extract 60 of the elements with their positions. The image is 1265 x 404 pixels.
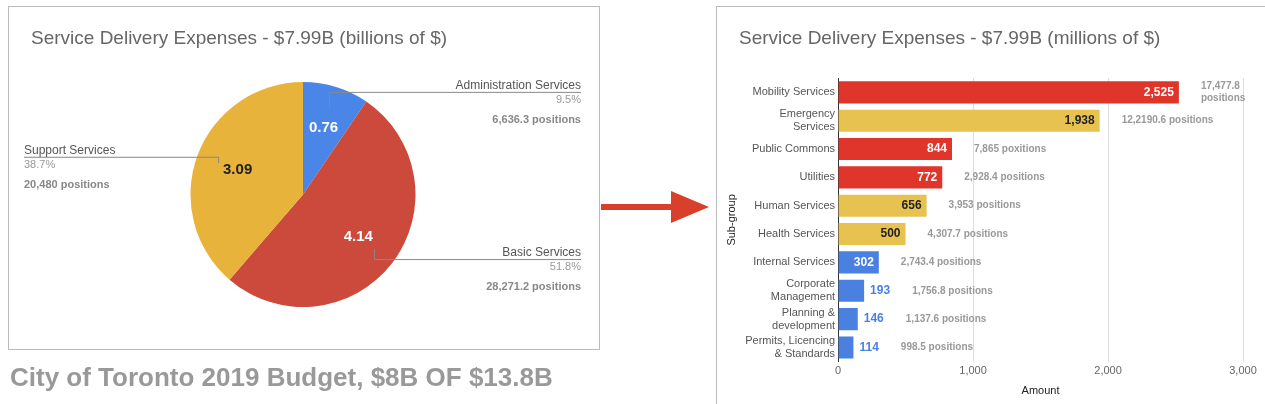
y-tick-label: Human Services xyxy=(754,198,836,211)
x-tick-label: 1,000 xyxy=(959,364,987,377)
data-label: 0.76 xyxy=(308,117,339,135)
bar xyxy=(838,166,943,189)
y-axis-title: Sub-group xyxy=(724,194,737,246)
annotation: 998.5 positions xyxy=(900,341,974,353)
data-label: 193 xyxy=(870,283,891,298)
bar xyxy=(838,336,854,359)
bar xyxy=(838,223,906,246)
y-tick-label: Emergency Services xyxy=(779,107,836,133)
text: City of Toronto 2019 Budget, $8B OF $13.8B xyxy=(10,362,553,393)
data-label: 2,525 xyxy=(1143,84,1175,99)
annotation: 2,743.4 positions xyxy=(900,256,982,268)
x-axis-title: Amount xyxy=(1021,384,1060,397)
bar xyxy=(838,109,1100,132)
data-label: 656 xyxy=(901,198,922,213)
bar xyxy=(838,81,1179,104)
text: 6,636.3 positions xyxy=(492,112,581,125)
y-tick-label: Utilities xyxy=(799,170,836,183)
text: 38.7% xyxy=(24,157,56,170)
x-tick-label: 0 xyxy=(835,364,842,377)
annotation: 4,307.7 positions xyxy=(927,227,1009,239)
x-tick-label: 3,000 xyxy=(1229,364,1257,377)
y-tick-label: Internal Services xyxy=(753,255,836,268)
y-tick-label: Corporate Management xyxy=(770,277,836,303)
slice-label: Basic Services xyxy=(502,244,581,259)
y-tick-label: Mobility Services xyxy=(752,85,836,98)
annotation: 3,953 positions xyxy=(948,199,1022,211)
text: 51.8% xyxy=(549,260,582,273)
x-tick-label: 2,000 xyxy=(1094,364,1122,377)
annotation: 17,477.8 positions xyxy=(1200,80,1246,104)
bar xyxy=(838,279,865,302)
data-label: 302 xyxy=(853,254,875,269)
chart-title: Service Delivery Expenses - $7.99B (billions of $) xyxy=(31,27,448,49)
chart-title: Service Delivery Expenses - $7.99B (millions of $) xyxy=(739,27,1161,49)
y-tick-label: Health Services xyxy=(758,227,836,240)
slice-label: Administration Services xyxy=(455,77,581,92)
annotation: 7,865 poxitions xyxy=(973,142,1047,154)
bar xyxy=(838,194,927,217)
data-label: 4.14 xyxy=(343,227,374,245)
bar xyxy=(838,308,858,331)
annotation: 2,928.4 positions xyxy=(964,171,1046,183)
annotation: 1,137.6 positions xyxy=(905,312,987,324)
text: 20,480 positions xyxy=(24,177,110,190)
data-label: 1,938 xyxy=(1064,113,1095,128)
data-label: 844 xyxy=(926,141,948,156)
y-tick-label: Permits, Licencing & Standards xyxy=(745,333,836,360)
y-tick-label: Planning & development xyxy=(772,305,836,331)
y-tick-label: Public Commons xyxy=(751,142,836,155)
annotation: 1,756.8 positions xyxy=(912,284,994,296)
slice-label: Support Services xyxy=(24,142,116,157)
text: 28,271.2 positions xyxy=(486,280,581,293)
data-label: 114 xyxy=(859,339,880,354)
annotation: 12,2190.6 positions xyxy=(1121,114,1214,126)
data-label: 146 xyxy=(863,311,885,326)
text: 9.5% xyxy=(555,92,582,105)
data-label: 500 xyxy=(880,226,901,241)
data-label: 3.09 xyxy=(223,160,253,178)
data-label: 772 xyxy=(917,169,938,184)
bar xyxy=(838,138,952,161)
